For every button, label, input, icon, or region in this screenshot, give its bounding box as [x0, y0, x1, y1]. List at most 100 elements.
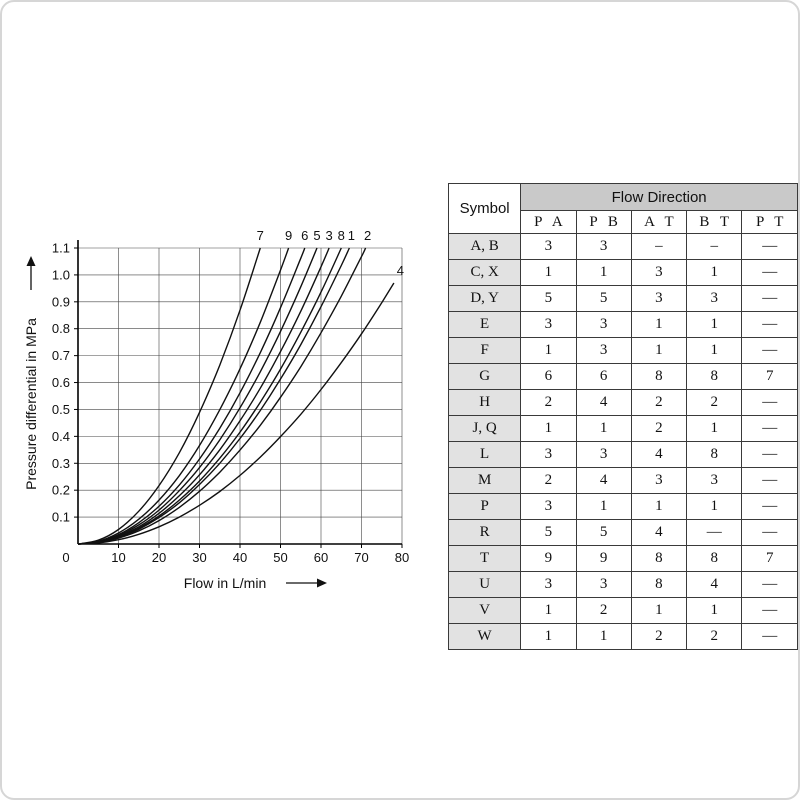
- symbol-cell: H: [447, 389, 522, 416]
- table-row: R 5 5 4— —: [447, 519, 798, 546]
- value-cell: 3: [520, 493, 577, 520]
- value-cell: —: [741, 233, 798, 260]
- y-tick-label: 0.8: [52, 321, 70, 336]
- curve-7: [77, 247, 261, 545]
- value-cell: 4: [630, 441, 688, 468]
- symbol-cell: P: [447, 493, 522, 520]
- flow-table: Symbol Flow Direction P A P B A T B T P …: [447, 183, 798, 650]
- y-tick-label: 0.3: [52, 456, 70, 471]
- value-cell: 3: [630, 285, 688, 312]
- curve-6: [77, 247, 306, 545]
- curve-label-9: 9: [285, 228, 292, 243]
- value-cell: 1: [686, 597, 743, 624]
- y-tick-label: 0.9: [52, 294, 70, 309]
- symbol-cell: T: [447, 545, 522, 572]
- value-cell: —: [741, 441, 798, 468]
- x-axis-label: Flow in L/min: [184, 575, 266, 591]
- value-cell: 3: [575, 441, 632, 468]
- value-cell: 1: [520, 337, 577, 364]
- value-cell: 8: [630, 571, 688, 598]
- value-cell: 1: [686, 415, 743, 442]
- value-cell: 3: [630, 259, 688, 286]
- value-cell: 1: [686, 259, 743, 286]
- y-axis-label: Pressure differential in MPa: [23, 318, 39, 490]
- value-cell: 5: [520, 519, 577, 546]
- value-cell: 5: [575, 285, 632, 312]
- value-cell: 1: [520, 259, 577, 286]
- symbol-cell: V: [447, 597, 522, 624]
- value-cell: 3: [575, 571, 632, 598]
- table-row: W 1 1 2 2—: [447, 623, 798, 650]
- value-cell: —: [741, 571, 798, 598]
- curve-9: [77, 247, 290, 545]
- table-body: A, B 3 3– – — C, X 1 1 3 1— D, Y 5 5 3 3— E 3 3 1 1— F 1 3 1 1— G…: [447, 233, 798, 650]
- curve-label-1: 1: [348, 228, 355, 243]
- x-tick-label: 50: [273, 550, 287, 565]
- value-cell: 1: [630, 311, 688, 338]
- value-cell: —: [741, 493, 798, 520]
- table-row: H 2 4 2 2—: [447, 389, 798, 416]
- value-cell: —: [741, 519, 798, 546]
- y-axis-arrow: [26, 256, 36, 266]
- curve-1: [77, 247, 351, 545]
- table-row: M 2 4 3 3—: [447, 467, 798, 494]
- symbol-cell: R: [447, 519, 522, 546]
- pressure-chart-svg: 10 20 30 40 50 60 70 800.10.20.30.40.50.60.70.8…: [23, 228, 409, 591]
- value-cell: —: [741, 415, 798, 442]
- symbol-cell: E: [447, 311, 522, 338]
- value-cell: 3: [520, 311, 577, 338]
- value-cell: 2: [686, 389, 743, 416]
- x-tick-label: 70: [354, 550, 368, 565]
- value-cell: 7: [741, 545, 798, 572]
- table-row: J, Q 1 1 2 1—: [447, 415, 798, 442]
- value-cell: 6: [575, 363, 632, 390]
- curve-label-3: 3: [325, 228, 332, 243]
- symbol-cell: J, Q: [447, 415, 522, 442]
- value-cell: 4: [630, 519, 688, 546]
- value-cell: 3: [630, 467, 688, 494]
- value-cell: 1: [575, 259, 632, 286]
- value-cell: 1: [575, 415, 632, 442]
- value-cell: 2: [520, 389, 577, 416]
- symbol-header: Symbol: [447, 183, 522, 234]
- value-cell: 8: [686, 363, 743, 390]
- curve-3: [77, 247, 330, 545]
- value-cell: 2: [520, 467, 577, 494]
- value-cell: 3: [575, 233, 632, 260]
- x-tick-label: 60: [314, 550, 328, 565]
- symbol-cell: A, B: [447, 233, 522, 260]
- value-cell: 2: [630, 623, 688, 650]
- flow-direction-table-wrap: Symbol Flow Direction P A P B A T B T P …: [447, 183, 798, 650]
- y-tick-label: 0.5: [52, 402, 70, 417]
- table-row: L 3 3 4 8—: [447, 441, 798, 468]
- value-cell: —: [741, 623, 798, 650]
- symbol-cell: D, Y: [447, 285, 522, 312]
- value-cell: 4: [575, 389, 632, 416]
- value-cell: —: [686, 519, 743, 546]
- value-cell: 8: [686, 545, 743, 572]
- value-cell: 1: [686, 337, 743, 364]
- curve-label-6: 6: [301, 228, 308, 243]
- value-cell: —: [741, 311, 798, 338]
- value-cell: 4: [575, 467, 632, 494]
- y-tick-label: 0.4: [52, 429, 70, 444]
- table-head: Symbol Flow Direction P A P B A T B T P …: [447, 183, 798, 234]
- value-cell: 3: [520, 441, 577, 468]
- col-header-p-t: P T: [741, 210, 798, 234]
- value-cell: 1: [686, 493, 743, 520]
- value-cell: 9: [520, 545, 577, 572]
- value-cell: 1: [630, 597, 688, 624]
- value-cell: 1: [520, 623, 577, 650]
- curve-label-4: 4: [397, 263, 404, 278]
- table-row: E 3 3 1 1—: [447, 311, 798, 338]
- y-tick-label: 0.7: [52, 348, 70, 363]
- value-cell: 1: [520, 597, 577, 624]
- value-cell: –: [686, 233, 743, 260]
- symbol-cell: G: [447, 363, 522, 390]
- col-header-a-t: A T: [630, 210, 688, 234]
- value-cell: —: [741, 259, 798, 286]
- value-cell: 3: [520, 571, 577, 598]
- x-tick-label: 40: [233, 550, 247, 565]
- value-cell: 3: [520, 233, 577, 260]
- value-cell: 4: [686, 571, 743, 598]
